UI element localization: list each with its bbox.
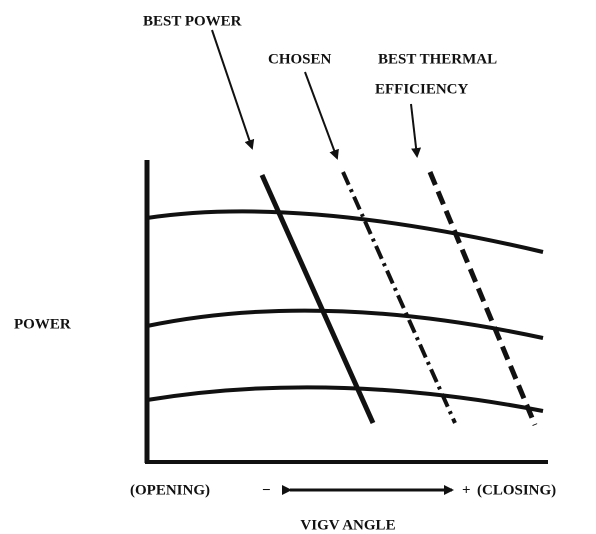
label: − — [262, 482, 271, 498]
power-curves — [146, 209, 544, 413]
label: BEST THERMAL — [378, 51, 497, 67]
axis-label: POWER — [14, 316, 71, 332]
arrow — [211, 29, 255, 150]
best-power-line — [259, 173, 376, 425]
arrow — [304, 71, 339, 160]
label: + — [462, 482, 471, 498]
operating-lines — [259, 171, 538, 426]
curve-high — [146, 209, 544, 254]
label: (OPENING) — [130, 482, 210, 498]
label: (CLOSING) — [477, 482, 556, 498]
best-thermal-line — [427, 171, 538, 426]
chosen-line — [341, 171, 457, 424]
curve-low — [146, 385, 544, 413]
axes — [144, 160, 548, 464]
label: CHOSEN — [268, 51, 332, 67]
label: EFFICIENCY — [375, 81, 469, 97]
arrow — [410, 103, 422, 158]
label: BEST POWER — [143, 13, 242, 29]
axis-label: VIGV ANGLE — [300, 517, 395, 533]
curve-mid — [146, 308, 544, 340]
pointer-arrows — [211, 29, 454, 495]
